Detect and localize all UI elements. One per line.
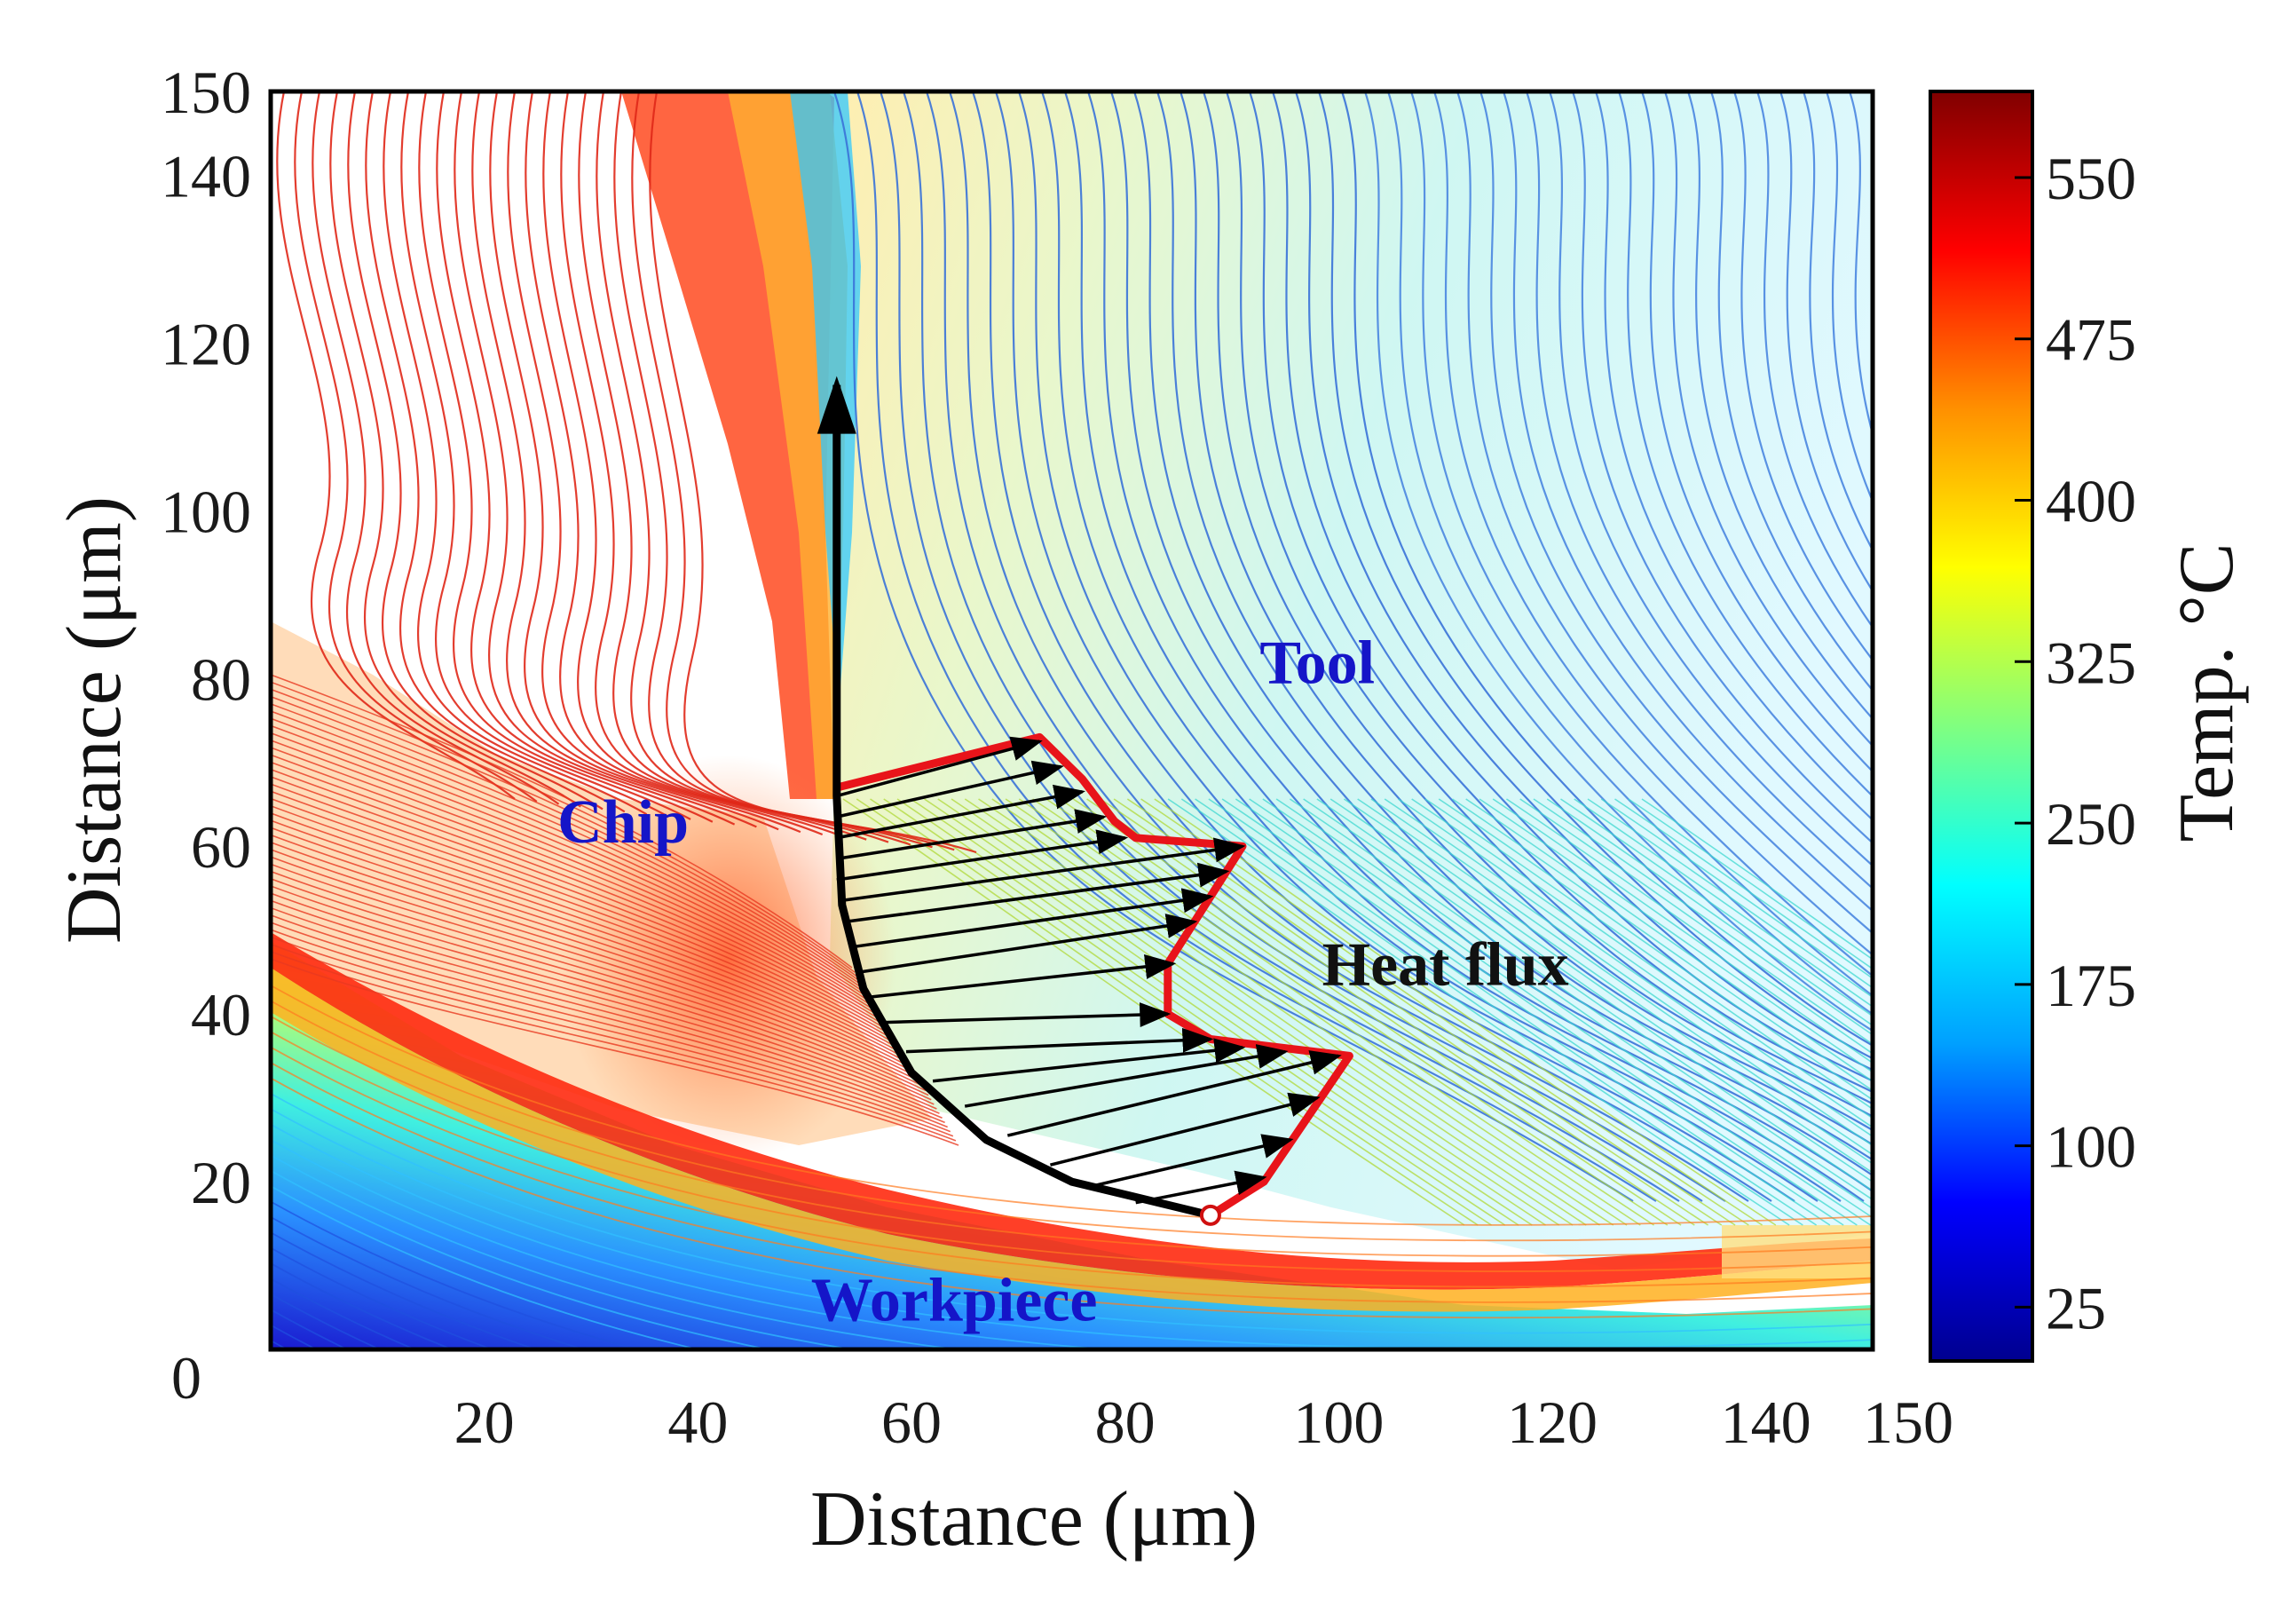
y-tick-label-120: 120: [161, 310, 251, 377]
x-tick-label-140: 140: [1721, 1388, 1811, 1456]
rake-cool-band: [790, 91, 861, 710]
tool-rake-face: [832, 384, 1211, 1220]
y-tick-label-150: 150: [161, 59, 251, 126]
y-tick-label-100: 100: [161, 478, 251, 545]
colorbar-tick-label-400: 400: [2046, 468, 2136, 535]
y-tick-label-60: 60: [191, 813, 251, 881]
x-tick-label-60: 60: [881, 1388, 942, 1456]
y-tick-label-140: 140: [161, 142, 251, 210]
colorbar-tick-label-175: 175: [2046, 952, 2136, 1019]
workpiece-hot-band: [271, 932, 1873, 1290]
y-axis-title: Distance (μm): [51, 496, 138, 944]
plot-frame: [268, 89, 1875, 1352]
x-tick-label-100: 100: [1293, 1388, 1384, 1456]
colorbar-tick-label-25: 25: [2046, 1274, 2106, 1341]
label-heat-flux: Heat flux: [1322, 930, 1569, 999]
colorbar-tick-label-550: 550: [2046, 145, 2136, 212]
y-axis-ticks: 20 40 60 80 100 120 140 150: [161, 59, 251, 1216]
y-tick-label-40: 40: [191, 981, 251, 1048]
colorbar-tick-label-325: 325: [2046, 629, 2136, 696]
x-tick-label-40: 40: [667, 1388, 728, 1456]
heat-flux-arrow-7: [845, 862, 1230, 923]
colorbar-tick-label-100: 100: [2046, 1113, 2136, 1181]
workpiece-orange-band: [271, 968, 1873, 1312]
x-tick-label-120: 120: [1507, 1388, 1598, 1456]
heat-flux-overlay: [817, 376, 1353, 1226]
heat-flux-arrow-8: [852, 888, 1214, 949]
heat-flux-arrow-13: [932, 1038, 1246, 1083]
y-tick-label-20: 20: [191, 1149, 251, 1216]
region-labels: Tool Chip Workpiece Heat flux: [557, 629, 1569, 1334]
rake-face-arrowhead: [817, 376, 856, 434]
x-axis-ticks: 0 20 40 60 80 100 120 140 150: [171, 1344, 1953, 1456]
colorbar-scale: [1929, 90, 2034, 1363]
x-axis-title: Distance (μm): [810, 1476, 1258, 1562]
heat-flux-arrow-15: [1006, 1050, 1342, 1137]
heat-flux-arrow-2: [836, 760, 1064, 819]
label-chip: Chip: [557, 788, 689, 857]
tool-tip-marker: [1199, 1204, 1221, 1226]
heat-flux-arrow-14: [964, 1044, 1289, 1108]
workpiece-cool-fill: [271, 941, 1873, 1349]
contour-lines: [271, 91, 1873, 1349]
heat-flux-arrow-1: [836, 736, 1043, 798]
colorbar: 25 100 175 250 325 400 475 550 Temp. °C: [1929, 90, 2250, 1363]
colorbar-ticks: 25 100 175 250 325 400 475 550: [2015, 145, 2136, 1341]
heat-flux-arrow-4: [836, 809, 1108, 861]
heat-flux-arrow-10: [868, 953, 1177, 999]
temperature-field: [271, 91, 1873, 1349]
x-tick-label-150: 150: [1863, 1388, 1953, 1456]
heat-flux-arrow-6: [840, 837, 1246, 903]
label-workpiece: Workpiece: [811, 1266, 1098, 1334]
x-tick-label-20: 20: [454, 1388, 515, 1456]
heat-flux-arrow-5: [836, 829, 1129, 882]
x-tick-label-0: 0: [171, 1344, 201, 1412]
colorbar-title: Temp. °C: [2164, 542, 2250, 842]
y-tick-label-80: 80: [191, 645, 251, 713]
label-tool: Tool: [1259, 629, 1375, 697]
heat-flux-arrow-3: [836, 784, 1085, 840]
heat-flux-arrow-11: [884, 1002, 1172, 1028]
x-tick-label-80: 80: [1095, 1388, 1156, 1456]
heat-flux-arrow-16: [1050, 1092, 1321, 1167]
colorbar-tick-label-250: 250: [2046, 790, 2136, 858]
heat-flux-arrow-9: [859, 914, 1198, 974]
heat-flux-arrow-17: [1093, 1134, 1294, 1188]
colorbar-tick-label-475: 475: [2046, 306, 2136, 374]
heat-flux-arrow-12: [905, 1027, 1214, 1054]
